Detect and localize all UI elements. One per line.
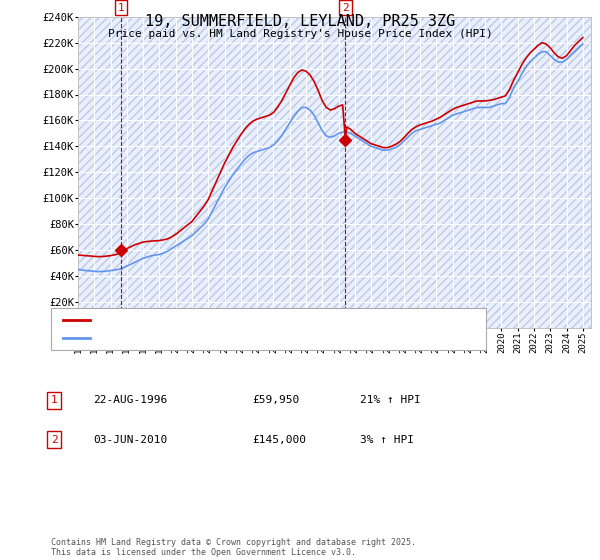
Text: £145,000: £145,000 bbox=[252, 435, 306, 445]
Text: Price paid vs. HM Land Registry's House Price Index (HPI): Price paid vs. HM Land Registry's House … bbox=[107, 29, 493, 39]
Text: 2: 2 bbox=[50, 435, 58, 445]
Text: 21% ↑ HPI: 21% ↑ HPI bbox=[360, 395, 421, 405]
Text: 1: 1 bbox=[50, 395, 58, 405]
Text: £59,950: £59,950 bbox=[252, 395, 299, 405]
Text: Contains HM Land Registry data © Crown copyright and database right 2025.
This d: Contains HM Land Registry data © Crown c… bbox=[51, 538, 416, 557]
Text: 19, SUMMERFIELD, LEYLAND, PR25 3ZG: 19, SUMMERFIELD, LEYLAND, PR25 3ZG bbox=[145, 14, 455, 29]
Text: 1: 1 bbox=[118, 3, 124, 13]
Text: 2: 2 bbox=[342, 3, 349, 13]
Text: 22-AUG-1996: 22-AUG-1996 bbox=[93, 395, 167, 405]
Text: 3% ↑ HPI: 3% ↑ HPI bbox=[360, 435, 414, 445]
Text: HPI: Average price, semi-detached house, South Ribble: HPI: Average price, semi-detached house,… bbox=[93, 334, 398, 343]
Text: 19, SUMMERFIELD, LEYLAND, PR25 3ZG (semi-detached house): 19, SUMMERFIELD, LEYLAND, PR25 3ZG (semi… bbox=[93, 315, 415, 324]
Text: 03-JUN-2010: 03-JUN-2010 bbox=[93, 435, 167, 445]
